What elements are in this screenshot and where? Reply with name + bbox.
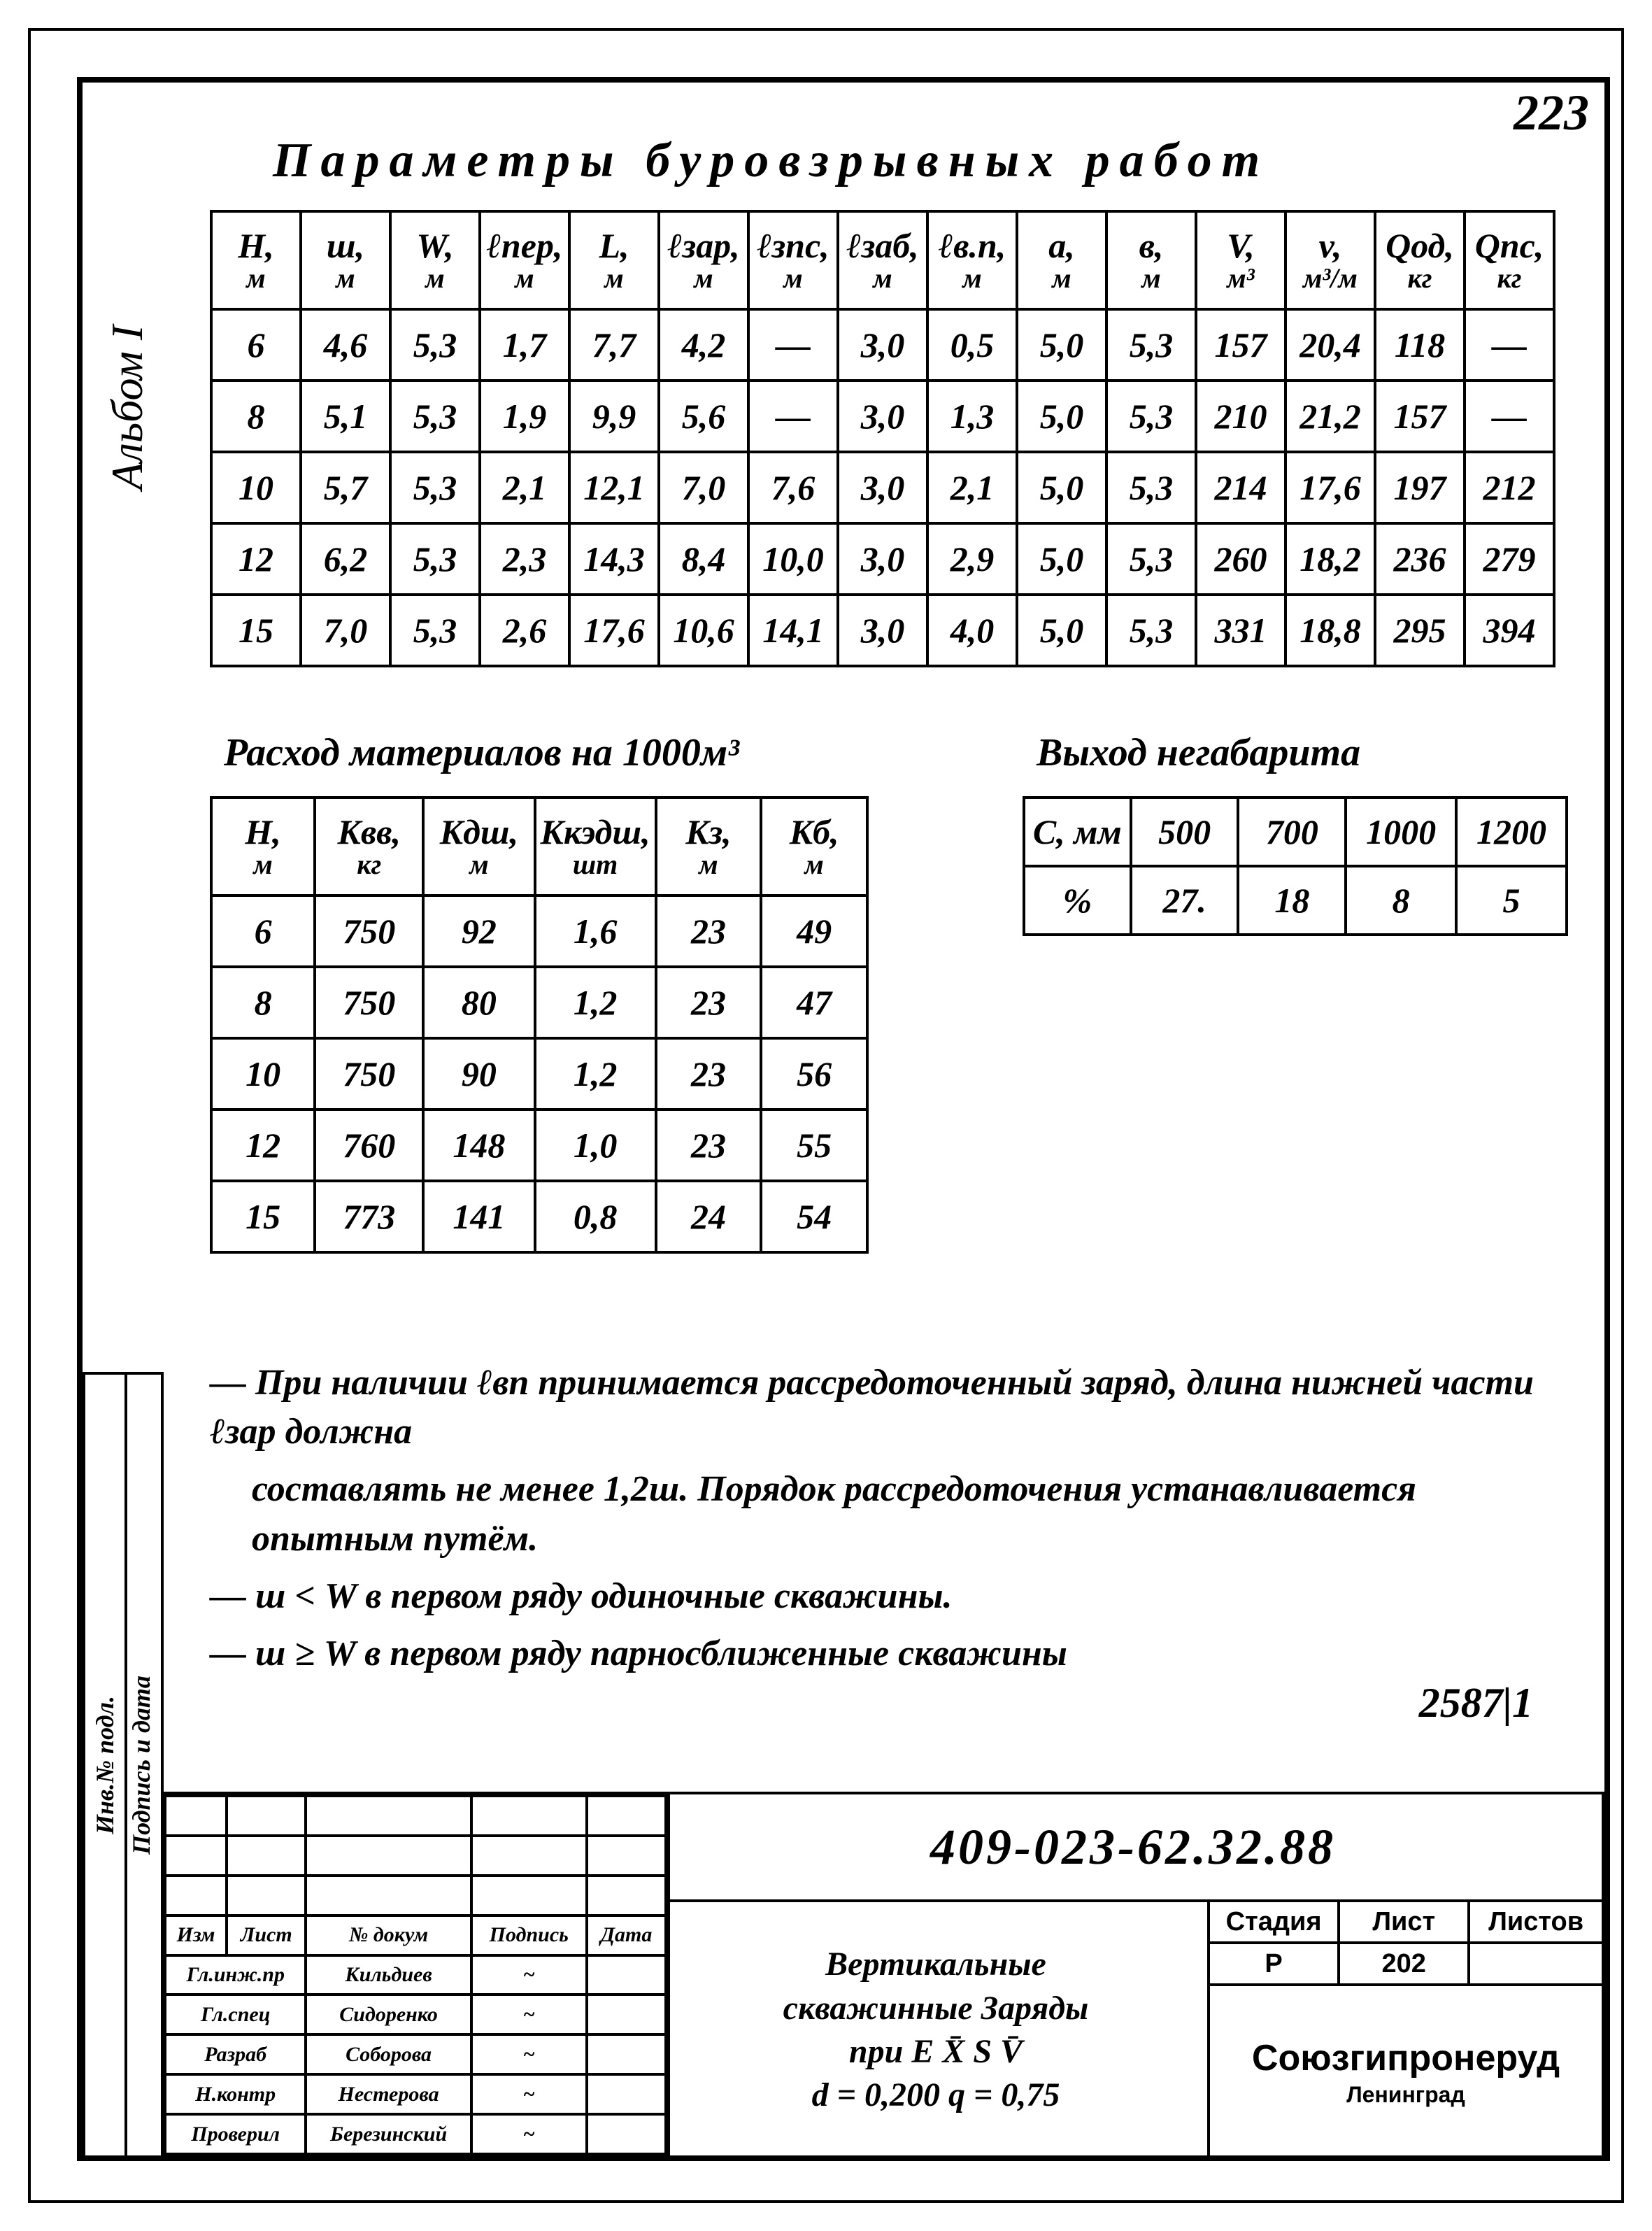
organization: Союзгипронеруд Ленинград bbox=[1210, 1986, 1602, 2158]
materials-table: H,мKвв,кгKдш,мKкэдш,штKз,мKб,м 6750921,6… bbox=[210, 796, 869, 1254]
notes-block: — При наличии ℓвп принимается рассредото… bbox=[210, 1359, 1568, 1678]
drawing-code: 409-023-62.32.88 bbox=[664, 1794, 1602, 1902]
table2-caption: Расход материалов на 1000м³ bbox=[224, 730, 869, 775]
parameters-table: H,мш,мW,мℓпер,мL,мℓзар,мℓзпс,мℓзаб,мℓв.п… bbox=[210, 210, 1555, 667]
table3-caption: Выход негабарита bbox=[1037, 730, 1568, 775]
oversize-table: С, мм50070010001200 %27.1885 bbox=[1023, 796, 1568, 936]
title-block: Инв.№ подл. Подпись и дата ИзмЛист№ доку… bbox=[83, 1792, 1604, 2155]
album-label: Альбом I bbox=[101, 325, 153, 490]
revision-table: ИзмЛист№ докумПодписьДатаГл.инж.прКильди… bbox=[161, 1792, 670, 2155]
drawing-description: Вертикальные скважинные Заряды при Е X̄ … bbox=[664, 1902, 1210, 2158]
doc-reference: 2587|1 bbox=[1419, 1679, 1533, 1727]
page-title: Параметры буровзрывных работ bbox=[273, 133, 1568, 189]
